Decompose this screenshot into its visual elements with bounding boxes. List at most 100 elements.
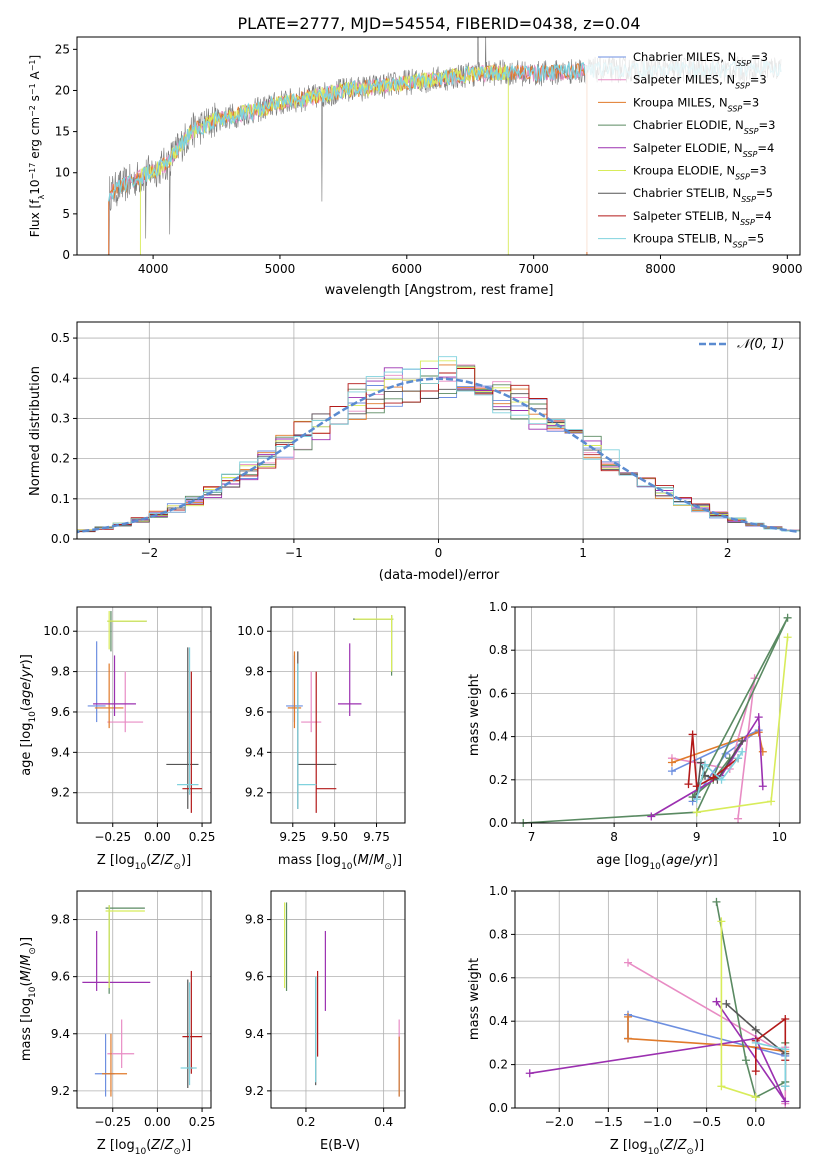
- legend-sub-1: SSP: [735, 81, 750, 90]
- residuals-ytick-label-2: 0.2: [51, 452, 70, 466]
- residuals-ytick-label-1: 0.1: [51, 492, 70, 506]
- age-vs-Z-ytick-label-2: 9.6: [51, 705, 70, 719]
- legend-sub-6: SSP: [741, 195, 756, 204]
- age-vs-Z-point-1: [107, 671, 144, 733]
- mass-vs-Z-ytick-1: 9.4: [51, 1027, 77, 1041]
- mass-vs-Z-xtick-label-1: 0.00: [144, 1115, 171, 1129]
- legend-nssp-7: =4: [755, 209, 772, 223]
- residuals-xlabel: (data-model)/error: [379, 568, 500, 583]
- massweight-vs-age-xtick-label-3: 10: [772, 830, 787, 844]
- age-vs-mass-panel: 9.25 9.50 9.75 9.2 9.4 9.6 9.8 10.0 mass [log10…: [237, 606, 406, 872]
- legend-nssp-6: =5: [756, 186, 773, 200]
- age-vs-Z-ytick-0: 9.2: [51, 786, 77, 800]
- massweight-vs-Z-marker-2-1: [624, 1034, 633, 1043]
- legend-sub-2: SSP: [728, 104, 743, 113]
- age-vs-mass-point-1: [301, 671, 322, 733]
- mass-vs-EBV-ytick-3: 9.8: [245, 913, 271, 927]
- massweight-vs-age-xtick-1: 8: [610, 823, 618, 844]
- age-vs-mass-xtick-label-2: 9.75: [363, 830, 390, 844]
- spectrum-ytick-5: 25: [55, 42, 77, 56]
- age-vs-mass-xtick-label-0: 9.25: [279, 830, 306, 844]
- legend-label-4: Salpeter ELODIE, NSSP=4: [633, 141, 774, 159]
- age-vs-mass-xtick-2: 9.75: [363, 823, 390, 844]
- massweight-vs-Z-xtick-1: −1.5: [594, 1108, 623, 1129]
- legend-nssp-0: =3: [751, 50, 768, 64]
- massweight-vs-age-series-3: [523, 617, 789, 824]
- massweight-vs-Z-ytick-3: 0.6: [489, 971, 515, 985]
- spectrum-xlabel: wavelength [Angstrom, rest frame]: [325, 283, 554, 298]
- spectrum-xtick-label-3: 7000: [518, 262, 549, 276]
- residuals-ytick-5: 0.5: [51, 331, 77, 345]
- massweight-vs-Z-ylabel: mass weight: [467, 958, 482, 1040]
- massweight-vs-age-ytick-1: 0.2: [489, 773, 515, 787]
- age-vs-mass-point-5: [354, 615, 394, 672]
- massweight-vs-Z-marker-5-1: [717, 1082, 726, 1091]
- residuals-xtick-label-4: 2: [724, 546, 732, 560]
- spectrum-panel: 4000 5000 6000 7000 8000 9000 0 5 10 15 20 25 wavel…: [28, 36, 803, 298]
- massweight-vs-age-marker-7-0: [684, 780, 693, 789]
- normal-legend-label: 𝒩(0, 1): [737, 337, 784, 352]
- mass-vs-Z-point-5: [105, 905, 145, 989]
- massweight-vs-Z-marker-8-1: [781, 1045, 790, 1054]
- legend-sub-4: SSP: [743, 149, 758, 158]
- mass-vs-Z-ytick-label-3: 9.8: [51, 913, 70, 927]
- massweight-vs-Z-series-2: [627, 1016, 786, 1053]
- mass-vs-EBV-xtick-0: 0.2: [296, 1108, 316, 1129]
- massweight-vs-age-xtick-label-2: 9: [693, 830, 701, 844]
- massweight-vs-Z-marker-3-1: [741, 1056, 750, 1065]
- massweight-vs-age-panel: 7 8 9 10 0.0 0.2 0.4 0.6 0.8 1.0 age [log10(age/y…: [467, 600, 801, 872]
- massweight-vs-Z-ytick-1: 0.2: [489, 1058, 515, 1072]
- massweight-vs-Z-series-7: [754, 1017, 787, 1072]
- legend-label-0: Chabrier MILES, NSSP=3: [633, 50, 768, 68]
- mass-vs-Z-point-2: [102, 1033, 128, 1097]
- spectrum-ytick-label-0: 0: [62, 248, 70, 262]
- age-vs-mass-point-2: [287, 651, 302, 729]
- spectrum-xtick-label-1: 5000: [265, 262, 296, 276]
- massweight-vs-age-frame: [514, 606, 801, 824]
- spectrum-ytick-label-4: 20: [55, 83, 70, 97]
- massweight-vs-Z-marker-8-2: [781, 1082, 790, 1091]
- massweight-vs-Z-marker-4-3: [712, 997, 721, 1006]
- age-vs-Z-xtick-label-1: 0.00: [144, 830, 171, 844]
- massweight-vs-Z-marker-4-0: [525, 1069, 534, 1078]
- age-vs-Z-point-2: [94, 663, 124, 729]
- legend-nssp-5: =3: [750, 164, 767, 178]
- spectrum-xtick-label-2: 6000: [392, 262, 423, 276]
- massweight-vs-Z-marker-6-0: [722, 999, 731, 1008]
- mass-vs-Z-point-8: [180, 982, 197, 1086]
- age-vs-Z-ytick-4: 10.0: [43, 624, 77, 638]
- age-vs-Z-panel: −0.25 0.00 0.25 9.2 9.4 9.6 9.8 10.0 Z [log10(Z…: [19, 606, 215, 872]
- age-vs-Z-xtick-2: 0.25: [189, 823, 215, 844]
- massweight-vs-age-marker-2-0: [667, 758, 676, 767]
- massweight-vs-age-marker-8-4: [738, 747, 747, 756]
- age-vs-Z-point-4: [93, 655, 136, 717]
- age-vs-mass-ytick-2: 9.6: [245, 705, 271, 719]
- age-vs-Z-point-5: [107, 611, 147, 650]
- spectrum-ylabel: Flux [fλ10−17 erg cm−2 s−1 A−1]: [28, 55, 46, 237]
- spectrum-xtick-1: 5000: [265, 255, 296, 276]
- legend-sub-0: SSP: [736, 59, 751, 68]
- massweight-vs-age-xtick-3: 10: [772, 823, 787, 844]
- residuals-ytick-label-5: 0.5: [51, 331, 70, 345]
- massweight-vs-Z-xtick-label-1: −1.5: [594, 1115, 623, 1129]
- legend-nssp-2: =3: [742, 95, 759, 109]
- mass-vs-EBV-ytick-label-2: 9.6: [245, 970, 264, 984]
- legend-nssp-8: =5: [747, 232, 764, 246]
- spectrum-xtick-label-5: 9000: [772, 262, 803, 276]
- mass-vs-EBV-ytick-label-3: 9.8: [245, 913, 264, 927]
- legend-nssp-4: =4: [757, 141, 774, 155]
- residuals-xtick-2: 0: [435, 539, 443, 560]
- age-vs-mass-ytick-0: 9.2: [245, 786, 271, 800]
- massweight-vs-Z-ytick-2: 0.4: [489, 1014, 515, 1028]
- normal-legend: 𝒩(0, 1): [699, 337, 784, 352]
- massweight-vs-Z-ytick-label-0: 0.0: [489, 1101, 508, 1115]
- age-vs-Z-ytick-label-1: 9.4: [51, 745, 70, 759]
- legend-sub-8: SSP: [733, 240, 748, 249]
- spectrum-xtick-3: 7000: [518, 255, 549, 276]
- massweight-vs-age-marker-4-0: [647, 812, 656, 821]
- massweight-vs-Z-ytick-label-1: 0.2: [489, 1058, 508, 1072]
- spectrum-legend: Chabrier MILES, NSSP=3 Salpeter MILES, NS…: [585, 40, 797, 252]
- mass-vs-EBV-frame: [270, 890, 406, 1109]
- residuals-xtick-label-2: 0: [435, 546, 443, 560]
